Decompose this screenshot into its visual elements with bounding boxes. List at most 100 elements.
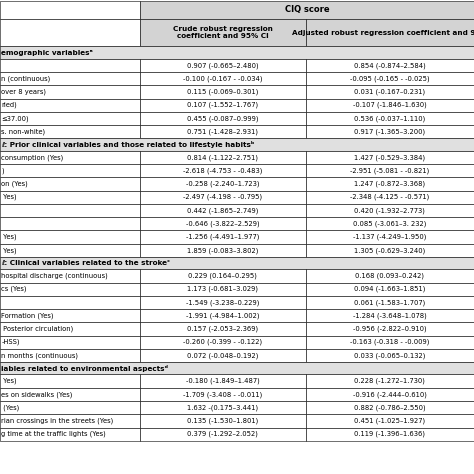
Text: -0.095 (-0.165 - -0.025): -0.095 (-0.165 - -0.025) <box>350 75 429 82</box>
Text: -1.709 (-3.408 - -0.011): -1.709 (-3.408 - -0.011) <box>183 391 263 398</box>
Bar <box>306 151 474 164</box>
Text: 1.173 (-0.681–3.029): 1.173 (-0.681–3.029) <box>187 286 258 292</box>
Bar <box>0 283 140 296</box>
Text: 1.859 (-0.083–3.802): 1.859 (-0.083–3.802) <box>187 247 258 254</box>
Text: 1.632 -(0.175–3.441): 1.632 -(0.175–3.441) <box>187 404 258 411</box>
Text: consumption (Yes): consumption (Yes) <box>1 154 64 161</box>
Text: 0.451 (-1.025–1.927): 0.451 (-1.025–1.927) <box>354 418 426 424</box>
Text: Yes): Yes) <box>1 194 17 201</box>
Bar <box>0 374 140 388</box>
Text: CIQ score: CIQ score <box>284 6 329 14</box>
Text: -HSS): -HSS) <box>1 339 20 346</box>
Text: 0.061 (-1.583–1.707): 0.061 (-1.583–1.707) <box>354 299 426 306</box>
Bar <box>140 322 306 336</box>
Text: n months (continuous): n months (continuous) <box>1 352 78 359</box>
Bar <box>0 19 140 46</box>
Text: over 8 years): over 8 years) <box>1 89 46 95</box>
Bar <box>140 349 306 362</box>
Text: 0.033 (-0.065–0.132): 0.033 (-0.065–0.132) <box>354 352 426 359</box>
Bar <box>306 230 474 244</box>
Bar <box>306 125 474 138</box>
Text: on (Yes): on (Yes) <box>1 181 28 187</box>
Text: -0.916 (-2.444–0.610): -0.916 (-2.444–0.610) <box>353 391 427 398</box>
Text: es on sidewalks (Yes): es on sidewalks (Yes) <box>1 391 73 398</box>
Bar <box>0 349 140 362</box>
Bar <box>0 112 140 125</box>
Bar <box>140 296 306 309</box>
Bar <box>306 322 474 336</box>
Text: Adjusted robust regression coefficient and 95%: Adjusted robust regression coefficient a… <box>292 30 474 36</box>
Bar <box>0 309 140 322</box>
Bar <box>140 428 306 441</box>
Text: hospital discharge (continuous): hospital discharge (continuous) <box>1 273 108 279</box>
Bar <box>0 244 140 257</box>
Bar <box>0 125 140 138</box>
Bar <box>0 151 140 164</box>
Bar <box>0 85 140 99</box>
Text: cs (Yes): cs (Yes) <box>1 286 27 292</box>
Bar <box>0 217 140 230</box>
Bar <box>306 191 474 204</box>
Text: Yes): Yes) <box>1 247 17 254</box>
Bar <box>306 401 474 414</box>
Text: 0.536 (-0.037–1.110): 0.536 (-0.037–1.110) <box>354 115 426 122</box>
Bar <box>0 269 140 283</box>
Bar <box>306 59 474 72</box>
Text: 0.228 (-1.272–1.730): 0.228 (-1.272–1.730) <box>355 378 425 384</box>
Text: -1.137 (-4.249–1.950): -1.137 (-4.249–1.950) <box>353 234 427 240</box>
Text: 0.115 (-0.069–0.301): 0.115 (-0.069–0.301) <box>187 89 258 95</box>
Bar <box>0 388 140 401</box>
Text: -2.497 (-4.198 - -0.795): -2.497 (-4.198 - -0.795) <box>183 194 262 201</box>
Bar <box>306 296 474 309</box>
Text: -0.100 (-0.167 - -0.034): -0.100 (-0.167 - -0.034) <box>183 75 263 82</box>
Text: 0.907 (-0.665–2.480): 0.907 (-0.665–2.480) <box>187 62 259 69</box>
Text: g time at the traffic lights (Yes): g time at the traffic lights (Yes) <box>1 431 106 438</box>
Bar <box>140 151 306 164</box>
Text: rian crossings in the streets (Yes): rian crossings in the streets (Yes) <box>1 418 114 424</box>
Bar <box>306 217 474 230</box>
Text: -1.991 (-4.984–1.002): -1.991 (-4.984–1.002) <box>186 312 260 319</box>
Bar <box>140 374 306 388</box>
Bar <box>140 85 306 99</box>
Text: 0.455 (-0.087–0.999): 0.455 (-0.087–0.999) <box>187 115 258 122</box>
Bar <box>140 99 306 112</box>
Text: Crude robust regression
coefficient and 95% CI: Crude robust regression coefficient and … <box>173 26 273 39</box>
Text: Posterior circulation): Posterior circulation) <box>1 326 73 332</box>
Bar <box>0 322 140 336</box>
Bar <box>306 414 474 428</box>
Bar <box>306 244 474 257</box>
Bar <box>0 336 140 349</box>
Text: ≤37.00): ≤37.00) <box>1 115 29 122</box>
Bar <box>140 217 306 230</box>
Text: 0.854 (-0.874–2.584): 0.854 (-0.874–2.584) <box>354 62 426 69</box>
Bar <box>306 374 474 388</box>
Text: -0.260 (-0.399 - -0.122): -0.260 (-0.399 - -0.122) <box>183 339 262 346</box>
Text: 0.094 (-1.663–1.851): 0.094 (-1.663–1.851) <box>354 286 426 292</box>
Bar <box>306 164 474 177</box>
Bar <box>140 388 306 401</box>
Text: s. non-white): s. non-white) <box>1 128 46 135</box>
Bar <box>0 99 140 112</box>
Bar <box>0 72 140 85</box>
Bar <box>0 191 140 204</box>
Text: 0.751 (-1.428–2.931): 0.751 (-1.428–2.931) <box>187 128 258 135</box>
Bar <box>140 230 306 244</box>
Text: Yes): Yes) <box>1 378 17 384</box>
Text: ℓ: Clinical variables related to the strokeᶜ: ℓ: Clinical variables related to the str… <box>1 260 171 266</box>
Text: emographic variablesᵃ: emographic variablesᵃ <box>1 50 93 55</box>
Text: -0.107 (-1.846–1.630): -0.107 (-1.846–1.630) <box>353 102 427 109</box>
Text: 0.031 (-0.167–0.231): 0.031 (-0.167–0.231) <box>354 89 426 95</box>
Text: 0.917 (-1.365–3.200): 0.917 (-1.365–3.200) <box>354 128 426 135</box>
Bar <box>140 401 306 414</box>
Bar <box>140 164 306 177</box>
Bar <box>140 177 306 191</box>
Text: 0.442 (-1.865–2.749): 0.442 (-1.865–2.749) <box>187 207 258 214</box>
Bar <box>140 191 306 204</box>
Bar <box>306 204 474 217</box>
Bar <box>306 349 474 362</box>
Bar <box>0 204 140 217</box>
Bar <box>140 283 306 296</box>
Bar <box>306 112 474 125</box>
Bar <box>0 428 140 441</box>
Bar <box>140 125 306 138</box>
